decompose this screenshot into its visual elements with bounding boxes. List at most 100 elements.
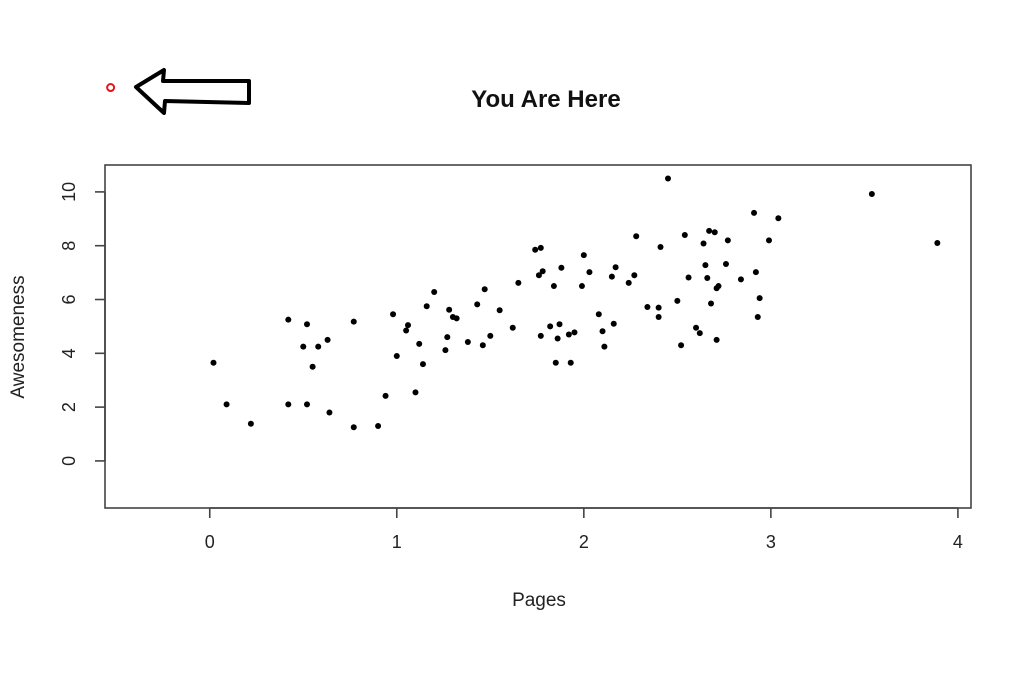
data-point [756,295,763,302]
data-point [633,233,640,240]
data-point [547,323,554,330]
data-point [644,304,651,311]
you-are-here-marker [106,83,116,93]
data-point [868,191,875,198]
left-arrow-icon [134,68,251,115]
data-point [446,306,453,313]
x-tick-label: 2 [579,532,589,552]
data-point [247,420,254,427]
data-point [556,321,563,328]
data-point [702,262,709,269]
data-point [722,260,729,267]
data-point [715,283,722,290]
data-point [631,272,638,279]
data-point [405,322,412,329]
x-axis-label: Pages [512,590,566,611]
data-point [539,268,546,275]
x-tick-label: 0 [205,532,215,552]
data-point [350,318,357,325]
chart-title: You Are Here [471,86,620,113]
data-point [595,311,602,318]
data-points [210,175,941,431]
data-point [706,227,713,234]
data-point [754,313,761,320]
data-point [612,264,619,271]
data-point [700,240,707,247]
data-point [657,244,664,251]
data-point [696,330,703,337]
data-point [479,342,486,349]
data-point [442,347,449,354]
y-tick-label: 8 [59,241,79,251]
x-tick-label: 4 [953,532,963,552]
data-point [304,401,311,408]
data-point [532,246,539,253]
data-point [403,327,410,334]
data-point [685,274,692,281]
data-point [708,300,715,307]
data-point [382,392,389,399]
x-axis: 0 1 2 3 4 [205,507,963,552]
data-point [713,336,720,343]
data-point [599,328,606,335]
data-point [578,283,585,290]
data-point [751,209,758,216]
data-point [350,424,357,431]
data-point [537,332,544,339]
data-point [664,175,671,182]
data-point [580,252,587,259]
data-point [285,316,292,323]
data-point [309,363,316,370]
data-point [453,315,460,322]
data-point [550,283,557,290]
data-point [737,276,744,283]
data-point [304,321,311,328]
data-point [487,332,494,339]
data-point [610,320,617,327]
data-point [431,288,438,295]
data-point [565,331,572,338]
data-point [934,240,941,247]
data-point [509,324,516,331]
data-point [775,215,782,222]
data-point [711,229,718,236]
data-point [558,264,565,271]
y-tick-label: 4 [59,348,79,358]
data-point [535,272,542,279]
data-point [444,334,451,341]
data-point [210,359,217,366]
data-point [724,237,731,244]
data-point [416,340,423,347]
y-axis: 0 2 4 6 8 10 [59,182,106,466]
data-point [375,422,382,429]
data-point [586,269,593,276]
data-point [390,311,397,318]
data-point [419,361,426,368]
data-point [681,231,688,238]
data-point [300,343,307,350]
data-point [474,301,481,308]
data-point [704,274,711,281]
data-point [464,339,471,346]
data-point [554,335,561,342]
data-point [515,279,522,286]
y-tick-label: 2 [59,402,79,412]
data-point [693,324,700,331]
data-point [324,336,331,343]
y-tick-label: 0 [59,456,79,466]
x-tick-label: 1 [392,532,402,552]
data-point [625,279,632,286]
data-point [567,359,574,366]
data-point [423,303,430,310]
data-point [481,286,488,293]
data-point [326,409,333,416]
data-point [223,401,230,408]
data-point [571,329,578,336]
data-point [537,244,544,251]
y-tick-label: 6 [59,295,79,305]
data-point [496,307,503,314]
data-point [552,359,559,366]
data-point [315,343,322,350]
x-tick-label: 3 [766,532,776,552]
